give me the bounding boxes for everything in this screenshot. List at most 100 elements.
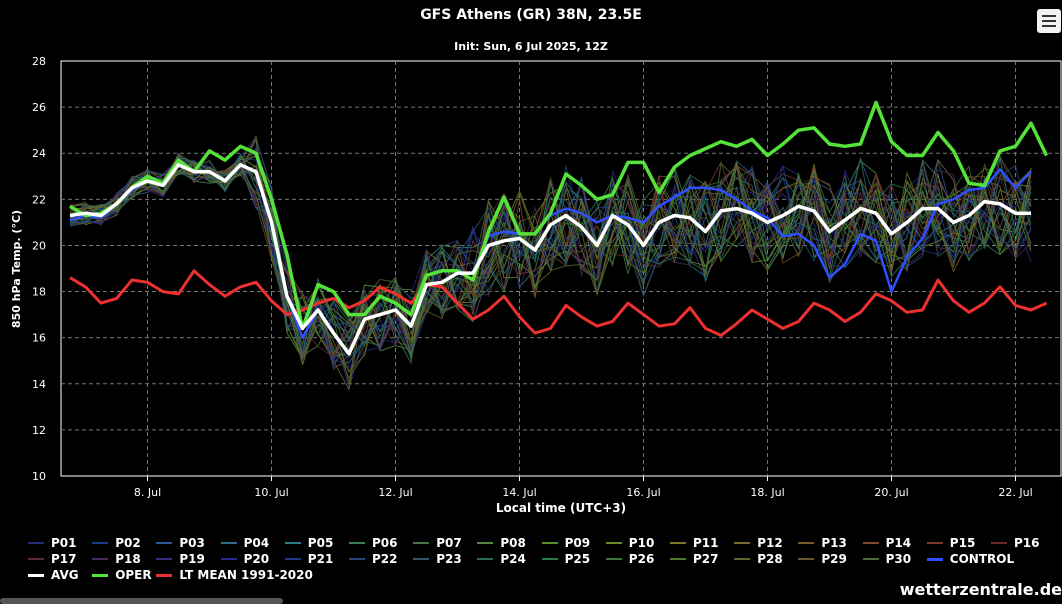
legend-item-p12[interactable]: P12 bbox=[734, 535, 783, 551]
y-axis-label: 850 hPa Temp. (°C) bbox=[10, 210, 23, 328]
chart-subtitle: Init: Sun, 6 Jul 2025, 12Z bbox=[454, 40, 608, 53]
legend-item-p11[interactable]: P11 bbox=[670, 535, 719, 551]
y-tick-label: 24 bbox=[32, 147, 46, 160]
legend-label: P13 bbox=[821, 536, 847, 550]
y-tick-label: 20 bbox=[32, 239, 46, 252]
legend-item-p02[interactable]: P02 bbox=[92, 535, 141, 551]
legend-swatch bbox=[477, 558, 494, 560]
legend-swatch bbox=[349, 542, 365, 544]
horizontal-scrollbar[interactable] bbox=[0, 598, 283, 604]
legend-label: P07 bbox=[436, 536, 462, 550]
legend-swatch bbox=[349, 558, 365, 560]
legend-item-p14[interactable]: P14 bbox=[862, 535, 912, 551]
legend-swatch bbox=[798, 542, 815, 544]
legend-item-p06[interactable]: P06 bbox=[349, 535, 398, 551]
watermark: wetterzentrale.de bbox=[899, 580, 1062, 599]
legend-swatch bbox=[670, 558, 686, 560]
legend-swatch bbox=[28, 573, 44, 577]
legend-item-p22[interactable]: P22 bbox=[349, 551, 398, 567]
y-tick-label: 26 bbox=[32, 101, 46, 114]
legend-item-control[interactable]: CONTROL bbox=[926, 551, 1015, 567]
ensemble-member-line bbox=[69, 154, 1032, 384]
legend-swatch bbox=[605, 558, 622, 560]
x-tick-label: 18. Jul bbox=[750, 486, 784, 499]
legend-swatch bbox=[413, 542, 430, 544]
legend-item-p13[interactable]: P13 bbox=[798, 535, 847, 551]
x-tick-label: 22. Jul bbox=[998, 486, 1032, 499]
legend-swatch bbox=[477, 542, 494, 544]
legend-item-p18[interactable]: P18 bbox=[92, 551, 141, 567]
legend-swatch bbox=[862, 558, 879, 560]
legend-label: P14 bbox=[885, 536, 912, 550]
legend-label: P01 bbox=[51, 536, 77, 550]
legend-item-lt-mean-1991-2020[interactable]: LT MEAN 1991-2020 bbox=[156, 567, 313, 583]
legend-label: P27 bbox=[693, 552, 719, 566]
legend-item-avg[interactable]: AVG bbox=[28, 567, 79, 583]
legend-label: P04 bbox=[243, 536, 270, 550]
legend-swatch bbox=[734, 558, 751, 560]
x-tick-label: 20. Jul bbox=[874, 486, 908, 499]
legend-label: P15 bbox=[949, 536, 976, 550]
legend-item-p28[interactable]: P28 bbox=[734, 551, 783, 567]
legend-swatch bbox=[284, 542, 301, 544]
legend-label: P02 bbox=[115, 536, 141, 550]
x-tick-label: 16. Jul bbox=[626, 486, 660, 499]
legend-item-p16[interactable]: P16 bbox=[991, 535, 1040, 551]
legend-label: P16 bbox=[1014, 536, 1040, 550]
ensemble-member-line bbox=[69, 156, 1032, 350]
legend-item-p26[interactable]: P26 bbox=[605, 551, 654, 567]
legend-item-p30[interactable]: P30 bbox=[862, 551, 911, 567]
legend-label: P11 bbox=[693, 536, 719, 550]
legend-item-p24[interactable]: P24 bbox=[477, 551, 526, 567]
legend-item-p27[interactable]: P27 bbox=[670, 551, 719, 567]
legend-item-p03[interactable]: P03 bbox=[156, 535, 205, 551]
legend-item-p04[interactable]: P04 bbox=[220, 535, 270, 551]
hamburger-menu-icon bbox=[1042, 20, 1056, 22]
legend-item-p07[interactable]: P07 bbox=[413, 535, 462, 551]
y-tick-labels: 10 12 14 16 18 20 22 24 26 28 bbox=[32, 55, 46, 483]
legend-label: P29 bbox=[821, 552, 847, 566]
legend-item-p05[interactable]: P05 bbox=[284, 535, 333, 551]
legend-label: P24 bbox=[500, 552, 526, 566]
x-tick-label: 8. Jul bbox=[134, 486, 161, 499]
legend-label: P06 bbox=[372, 536, 398, 550]
legend-swatch bbox=[541, 558, 558, 560]
legend-label: CONTROL bbox=[949, 552, 1015, 566]
hamburger-menu-icon bbox=[1042, 25, 1056, 27]
x-tick-label: 12. Jul bbox=[378, 486, 412, 499]
legend-item-p21[interactable]: P21 bbox=[284, 551, 334, 567]
legend-item-oper[interactable]: OPER bbox=[92, 567, 152, 583]
legend-swatch bbox=[926, 557, 943, 561]
legend-swatch bbox=[862, 542, 879, 544]
grid-lines bbox=[61, 61, 1061, 481]
y-tick-label: 10 bbox=[32, 470, 46, 483]
avg-series-line bbox=[69, 163, 1031, 356]
legend-label: P10 bbox=[628, 536, 655, 550]
legend-item-p25[interactable]: P25 bbox=[541, 551, 590, 567]
legend-item-p01[interactable]: P01 bbox=[28, 535, 77, 551]
legend-item-p17[interactable]: P17 bbox=[28, 551, 77, 567]
y-tick-label: 28 bbox=[32, 55, 46, 68]
legend-item-p20[interactable]: P20 bbox=[220, 551, 269, 567]
legend-item-p19[interactable]: P19 bbox=[156, 551, 205, 567]
legend-item-p29[interactable]: P29 bbox=[798, 551, 847, 567]
legend-item-p23[interactable]: P23 bbox=[413, 551, 462, 567]
chart-menu-button[interactable] bbox=[1037, 9, 1061, 33]
legend-label: OPER bbox=[115, 568, 152, 582]
legend-item-p10[interactable]: P10 bbox=[605, 535, 655, 551]
legend-label: P21 bbox=[307, 552, 334, 566]
y-tick-label: 12 bbox=[32, 424, 46, 437]
y-tick-label: 22 bbox=[32, 193, 46, 206]
legend-swatch bbox=[798, 558, 815, 560]
x-axis-label: Local time (UTC+3) bbox=[496, 501, 626, 515]
legend-swatch bbox=[220, 558, 237, 560]
legend-swatch bbox=[220, 542, 237, 544]
legend-label: P09 bbox=[564, 536, 591, 550]
legend-item-p08[interactable]: P08 bbox=[477, 535, 526, 551]
ensemble-member-line bbox=[69, 135, 1032, 380]
legend-item-p15[interactable]: P15 bbox=[926, 535, 976, 551]
legend-swatch bbox=[28, 558, 44, 560]
legend-item-p09[interactable]: P09 bbox=[541, 535, 591, 551]
chart-title: GFS Athens (GR) 38N, 23.5E bbox=[420, 7, 642, 23]
